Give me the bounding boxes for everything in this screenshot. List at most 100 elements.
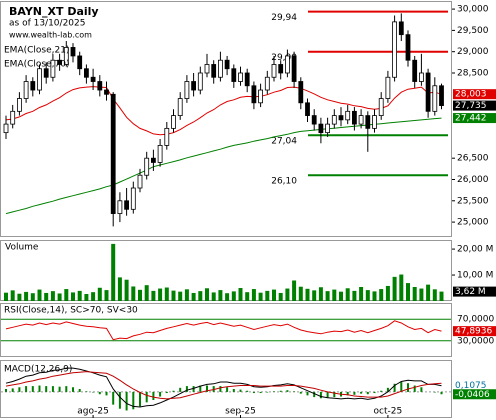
legend-entry: EMA(Close,70) xyxy=(4,60,69,70)
value-box xyxy=(453,113,496,124)
volume-bar xyxy=(426,284,431,301)
level-label: 29,00 xyxy=(271,53,297,63)
volume-bar xyxy=(332,289,337,301)
x-tick-label: oct-25 xyxy=(374,407,403,417)
histogram-bar xyxy=(125,391,128,411)
volume-bar xyxy=(171,290,176,301)
panel-frame xyxy=(0,303,452,357)
volume-bar xyxy=(339,291,343,301)
histogram-bar xyxy=(132,391,135,410)
histogram-bar xyxy=(58,386,61,392)
volume-bar xyxy=(265,290,270,301)
histogram-bar xyxy=(400,382,403,392)
candle-body xyxy=(37,68,42,91)
volume-bar xyxy=(24,291,29,301)
y-tick-label: 20,00 M xyxy=(457,245,493,255)
volume-bar xyxy=(392,276,397,301)
histogram-bar xyxy=(206,385,208,392)
candle-body xyxy=(197,72,203,91)
histogram-bar xyxy=(192,386,195,392)
value-box xyxy=(453,326,496,337)
volume-bar xyxy=(44,292,49,301)
candle-body xyxy=(57,59,62,65)
candle-body xyxy=(50,59,56,78)
histogram-bar xyxy=(5,389,7,392)
histogram-bar xyxy=(333,391,336,398)
histogram-bar xyxy=(286,390,289,392)
panel-frame xyxy=(0,360,452,418)
candle-body xyxy=(432,85,438,112)
candle-body xyxy=(358,115,364,125)
histogram-bar xyxy=(386,387,389,392)
value-box-label: 0,1075 xyxy=(455,381,487,391)
panel-title: Volume xyxy=(5,243,39,253)
y-tick-label: 10,00 M xyxy=(457,271,493,281)
value-box xyxy=(453,380,496,391)
candle-body xyxy=(171,115,176,129)
candle-body xyxy=(90,76,96,82)
histogram-bar xyxy=(185,386,188,392)
volume-bar xyxy=(124,279,129,301)
histogram-bar xyxy=(440,391,443,395)
volume-bar xyxy=(30,293,35,301)
candle-body xyxy=(378,98,384,116)
histogram-bar xyxy=(373,391,376,394)
y-tick-label: 26,000 xyxy=(457,175,489,185)
histogram-bar xyxy=(112,391,115,405)
y-tick-label: 25,500 xyxy=(457,196,489,206)
histogram-bar xyxy=(212,386,215,392)
candle-body xyxy=(305,102,310,116)
volume-bar xyxy=(57,293,62,301)
histogram-bar xyxy=(226,387,229,392)
candle-body xyxy=(104,89,109,95)
candle-body xyxy=(224,59,230,70)
candle-body xyxy=(84,68,89,78)
candle-body xyxy=(137,174,143,189)
panel-frame xyxy=(0,1,452,237)
histogram-bar xyxy=(65,386,68,392)
volume-bar xyxy=(298,286,303,301)
candle-body xyxy=(3,123,9,134)
volume-bar xyxy=(144,285,149,301)
candle-body xyxy=(298,81,304,104)
volume-bar xyxy=(439,291,444,301)
candle-body xyxy=(77,55,83,70)
candle-body xyxy=(244,72,250,87)
candle-body xyxy=(418,72,424,82)
histogram-bar xyxy=(380,390,383,392)
candle-body xyxy=(264,76,270,91)
candle-body xyxy=(351,110,357,125)
volume-bar xyxy=(432,289,437,301)
histogram-bar xyxy=(38,385,41,392)
candle-body xyxy=(97,81,103,91)
volume-bar xyxy=(218,290,223,301)
histogram-bar xyxy=(266,391,269,393)
candle-body xyxy=(211,64,217,78)
histogram-bar xyxy=(159,391,162,397)
volume-bar xyxy=(385,285,390,301)
volume-bar xyxy=(138,289,142,301)
histogram-bar xyxy=(118,391,121,409)
histogram-bar xyxy=(326,391,329,398)
value-box xyxy=(453,89,496,100)
candle-body xyxy=(291,55,297,82)
x-tick-label: ago-25 xyxy=(77,407,109,417)
candle-body xyxy=(425,72,431,112)
histogram-bar xyxy=(105,391,108,396)
candle-body xyxy=(231,68,237,82)
volume-bar xyxy=(77,290,82,301)
volume-bar xyxy=(97,287,102,301)
volume-bar xyxy=(131,286,136,301)
level-label: 26,10 xyxy=(271,177,297,187)
level-label: 27,04 xyxy=(271,137,297,147)
histogram-bar xyxy=(72,387,74,392)
y-tick-label: 30,000 xyxy=(457,5,489,15)
volume-bar xyxy=(238,288,243,301)
volume-bar xyxy=(111,243,116,301)
y-tick-label: 29,000 xyxy=(457,47,489,57)
volume-bar xyxy=(198,291,203,301)
histogram-bar xyxy=(51,386,54,392)
histogram-bar xyxy=(252,391,255,394)
histogram-bar xyxy=(45,386,48,392)
candle-body xyxy=(191,81,197,91)
